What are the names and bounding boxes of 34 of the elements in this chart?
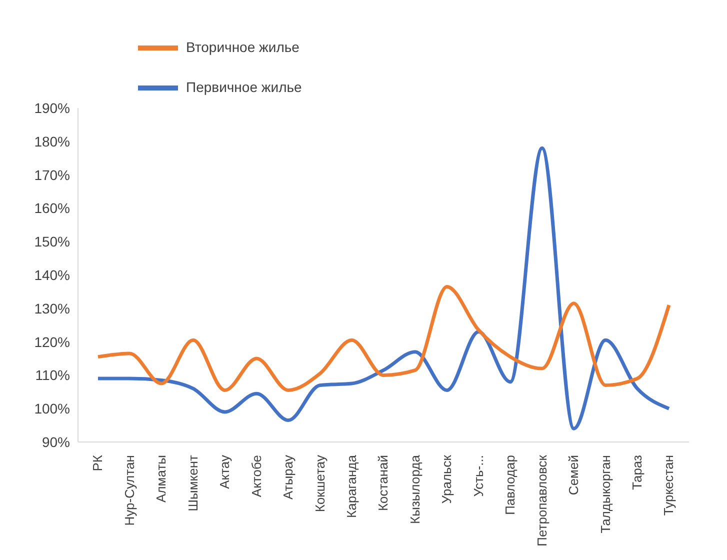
legend-label: Вторичное жилье (186, 38, 300, 55)
y-tick-label: 140% (34, 266, 70, 283)
line-series (96, 146, 671, 430)
y-tick-label: 170% (34, 166, 70, 183)
y-tick-label: 190% (34, 100, 70, 116)
x-tick-label: РК (90, 454, 106, 472)
x-tick-label: Семей (566, 455, 582, 496)
x-tick-label: Атырау (280, 454, 296, 500)
y-tick-label: 100% (34, 400, 70, 417)
x-tick-label: Шымкент (185, 454, 200, 512)
x-tick-label: Уральск (439, 454, 454, 504)
line-series (96, 284, 671, 392)
x-tick-label: Кокшетау (312, 454, 328, 512)
x-tick-label: Тараз (630, 454, 645, 490)
y-tick-label: 110% (35, 367, 70, 384)
x-tick-label: Костанай (376, 455, 391, 512)
x-tick-label: Актау (217, 454, 232, 489)
y-tick-label: 90% (42, 434, 70, 450)
x-tick-label: Актобе (248, 455, 264, 498)
x-tick-label: Караганда (344, 454, 360, 518)
x-tick-label: Павлодар (502, 455, 518, 515)
x-tick-label: Петропавловск (534, 454, 550, 546)
legend-label: Первичное жилье (186, 78, 302, 95)
x-tick-label: Туркестан (661, 455, 676, 516)
y-tick-label: 160% (34, 200, 70, 216)
y-tick-label: 150% (34, 234, 70, 250)
x-tick-label: Кызылорда (407, 454, 422, 524)
x-tick-label: Талдыкорган (598, 455, 613, 534)
x-tick-label: Усть-... (470, 455, 486, 497)
x-tick-label: Нур-Султан (122, 455, 137, 526)
y-tick-label: 120% (34, 334, 70, 350)
x-tick-label: Алматы (154, 455, 169, 502)
y-tick-label: 130% (34, 300, 70, 316)
y-tick-label: 180% (34, 133, 70, 150)
